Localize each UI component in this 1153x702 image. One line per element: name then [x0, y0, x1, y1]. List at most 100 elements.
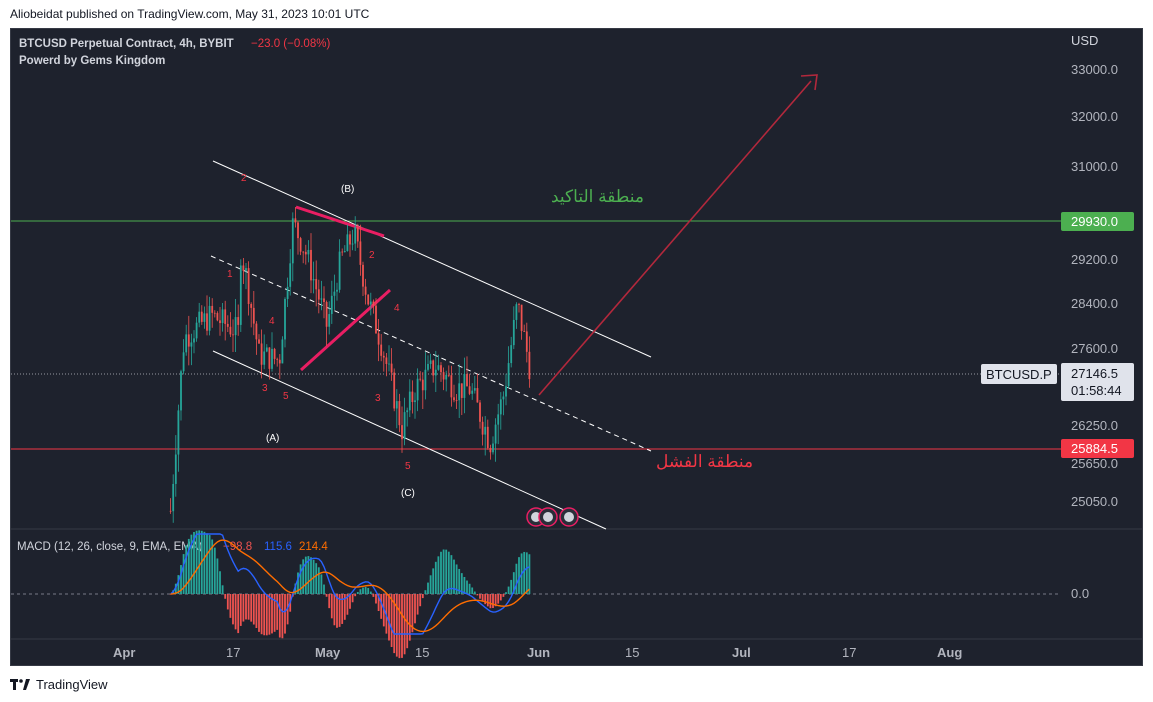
- macd-hist-bar: [278, 594, 281, 638]
- macd-hist-bar: [453, 559, 455, 594]
- us-flag-icon-inner: [564, 512, 574, 522]
- macd-hist-bar: [367, 588, 370, 594]
- candle-body: [492, 443, 494, 453]
- us-flag-icon-inner: [531, 512, 541, 522]
- macd-hist-bar: [174, 583, 177, 594]
- price-tick: 31000.0: [1071, 159, 1118, 174]
- macd-hist-bar: [234, 594, 237, 630]
- candle-body: [403, 412, 406, 440]
- wave-label: 5: [405, 461, 411, 472]
- candle-body: [351, 243, 354, 245]
- macd-hist-bar: [369, 591, 372, 594]
- candle-body: [411, 391, 414, 403]
- time-label: May: [315, 645, 341, 660]
- macd-hist-bar: [390, 594, 393, 647]
- candle-body: [263, 351, 266, 365]
- candle-body: [505, 386, 507, 397]
- macd-hist-bar: [213, 547, 216, 594]
- candle-body: [369, 301, 372, 305]
- candle-body: [367, 294, 370, 305]
- legend-author: Powerd by Gems Kingdom: [19, 55, 165, 67]
- candle-body: [338, 251, 341, 290]
- candle-body: [388, 363, 390, 365]
- candle-body: [213, 312, 216, 314]
- candle-body: [476, 388, 479, 403]
- macd-hist-bar: [343, 594, 346, 620]
- macd-hist-bar: [221, 585, 224, 594]
- macd-hist-bar: [479, 594, 481, 599]
- macd-hist-bar: [401, 594, 403, 658]
- fail-zone-label: منطقة الفشل: [656, 452, 753, 471]
- macd-hist-bar: [338, 594, 341, 627]
- candle-body: [343, 251, 346, 253]
- macd-hist-bar: [281, 594, 284, 639]
- candle-body: [414, 400, 416, 403]
- chart-svg[interactable]: BTCUSD Perpetual Contract, 4h, BYBIT −23…: [11, 29, 1143, 666]
- candle-body: [273, 348, 276, 359]
- price-axis-ticks: 33000.0 32000.0 31000.0 29200.0 28400.0 …: [1071, 62, 1118, 509]
- candle-body: [489, 447, 492, 453]
- candle-body: [255, 323, 258, 340]
- candle-body: [216, 313, 219, 321]
- candle-body: [455, 400, 458, 401]
- macd-hist-bar: [424, 590, 427, 594]
- macd-hist-bar: [211, 539, 214, 594]
- candles-group: [169, 207, 531, 523]
- price-tick: 29200.0: [1071, 252, 1118, 267]
- macd-hist-bar: [510, 579, 513, 594]
- candle-body: [473, 388, 476, 391]
- candle-body: [211, 305, 214, 313]
- channel-upper-line: [212, 160, 652, 358]
- candle-body: [499, 399, 502, 415]
- candle-body: [294, 218, 297, 223]
- candle-body: [466, 373, 468, 387]
- candle-body: [429, 360, 432, 364]
- macd-hist-bar: [489, 594, 492, 609]
- candle-body: [271, 348, 273, 369]
- us-flag-icon-inner: [543, 512, 553, 522]
- macd-hist-bar: [375, 594, 377, 604]
- macd-hist-bar: [299, 564, 302, 594]
- macd-hist-bar: [307, 556, 310, 594]
- macd-hist-bar: [325, 594, 328, 597]
- candle-body: [265, 347, 268, 352]
- candle-body: [458, 383, 461, 401]
- candle-body: [440, 365, 442, 373]
- candle-body: [349, 234, 351, 245]
- candle-body: [174, 454, 177, 484]
- macd-hist-bar: [466, 580, 468, 594]
- triangle-lower-line: [299, 288, 392, 372]
- macd-hist-bar: [372, 594, 375, 597]
- macd-hist-bar: [447, 551, 450, 594]
- legend-symbol: BTCUSD Perpetual Contract, 4h, BYBIT: [19, 38, 234, 50]
- candle-body: [341, 251, 344, 253]
- time-label: 17: [226, 645, 240, 660]
- macd-hist-bar: [377, 594, 380, 612]
- macd-hist-bar: [484, 594, 487, 605]
- candle-body: [523, 330, 526, 332]
- candle-body: [437, 365, 440, 370]
- candle-body: [419, 378, 422, 380]
- macd-hist-bar: [525, 552, 528, 594]
- red-level-badge: [1061, 439, 1134, 458]
- macd-hist-bar: [432, 568, 435, 594]
- candle-body: [203, 313, 206, 322]
- candle-body: [354, 227, 357, 244]
- macd-hist-bar: [349, 594, 351, 609]
- candle-body: [208, 305, 211, 331]
- candle-body: [172, 483, 175, 512]
- candle-body: [323, 298, 325, 303]
- candle-body: [310, 249, 312, 281]
- footer: TradingView: [10, 677, 108, 692]
- macd-hist-bar: [458, 568, 461, 594]
- candle-body: [289, 263, 292, 287]
- candle-body: [224, 309, 227, 324]
- macd-hist-bar: [185, 545, 188, 594]
- chart-panel[interactable]: BTCUSD Perpetual Contract, 4h, BYBIT −23…: [10, 28, 1143, 666]
- event-markers[interactable]: [526, 507, 579, 527]
- candle-body: [395, 401, 398, 409]
- candle-body: [382, 355, 385, 358]
- macd-hist-bar: [271, 594, 273, 634]
- candle-body: [525, 331, 528, 352]
- candle-body: [320, 298, 323, 300]
